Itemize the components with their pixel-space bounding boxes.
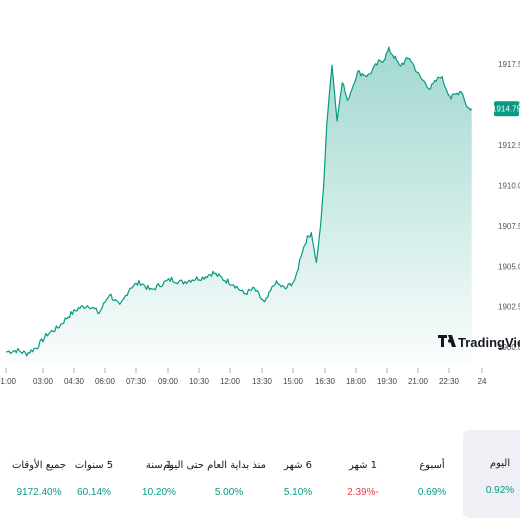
y-tick-label: 1907.50: [498, 222, 520, 231]
y-tick-label: 1917.50: [498, 60, 520, 69]
x-axis: 01:00 03:00 04:30 06:00 07:30 09:00 10:30 12:00…: [0, 368, 487, 386]
x-tick-label: 03:00: [33, 377, 54, 386]
period-2[interactable]: 1 شهر 2.39%-: [326, 432, 400, 512]
period-0[interactable]: اليوم 0.92%: [463, 430, 520, 518]
tradingview-logo-text: TradingView: [458, 335, 520, 350]
period-3[interactable]: 6 شهر 5.10%: [261, 432, 335, 512]
x-tick-label: 21:00: [408, 377, 429, 386]
period-change-value: 0.69%: [417, 487, 447, 498]
period-change-value: 9172.40%: [16, 487, 62, 498]
period-change-value: 5.00%: [214, 487, 244, 498]
period-7[interactable]: جميع الأوقات 9172.40%: [2, 432, 76, 512]
y-tick-label: 1910.00: [498, 182, 520, 191]
price-area-fill: [6, 47, 472, 365]
x-tick-label: 07:30: [126, 377, 147, 386]
period-5[interactable]: 1 سنة 10.20%: [122, 432, 196, 512]
period-change-value: 60.14%: [77, 487, 111, 498]
period-label: 5 سنوات: [74, 460, 114, 471]
period-label: جميع الأوقات: [11, 460, 67, 471]
x-tick-label: 24: [478, 377, 487, 386]
period-6[interactable]: 5 سنوات 60.14%: [57, 432, 131, 512]
period-label: 1 سنة: [145, 460, 173, 471]
x-tick-label: 10:30: [189, 377, 210, 386]
x-tick-label: 18:00: [346, 377, 367, 386]
y-tick-label: 1905.00: [498, 262, 520, 271]
current-price-label: 1914.75: [492, 105, 520, 114]
tradingview-logo-icon: [438, 335, 456, 347]
period-4[interactable]: منذ بداية العام حتى اليوم 5.00%: [163, 432, 266, 512]
period-change-value: 0.92%: [485, 485, 515, 496]
price-chart[interactable]: 1917.501915.001912.501910.001907.501905.…: [0, 0, 520, 400]
x-tick-label: 04:30: [64, 377, 85, 386]
x-tick-label: 06:00: [95, 377, 116, 386]
price-line: [5, 46, 473, 357]
period-label: أسبوع: [419, 460, 445, 471]
period-change-value: 10.20%: [142, 487, 176, 498]
period-1[interactable]: أسبوع 0.69%: [395, 432, 469, 512]
period-label: 6 شهر: [283, 460, 313, 471]
y-tick-label: 1900.00: [498, 343, 520, 352]
x-tick-label: 22:30: [439, 377, 460, 386]
performance-periods: اليوم 0.92% أسبوع 0.69% 1 شهر 2.39%- 6 شهر 5.10…: [0, 428, 520, 520]
y-tick-label: 1912.50: [498, 141, 520, 150]
period-label: 1 شهر: [348, 460, 378, 471]
x-tick-label: 19:30: [377, 377, 398, 386]
tradingview-logo: TradingView: [438, 335, 520, 350]
period-label: منذ بداية العام حتى اليوم: [163, 460, 266, 471]
x-tick-label: 15:00: [283, 377, 304, 386]
x-tick-label: 01:00: [0, 377, 17, 386]
x-tick-label: 16:30: [315, 377, 336, 386]
x-tick-label: 09:00: [158, 377, 179, 386]
current-price-tag: 1914.75: [492, 101, 520, 117]
period-change-value: 2.39%-: [347, 487, 379, 498]
period-change-value: 5.10%: [283, 487, 313, 498]
period-label: اليوم: [489, 458, 511, 469]
x-tick-label: 12:00: [220, 377, 241, 386]
x-tick-label: 13:30: [252, 377, 273, 386]
y-tick-label: 1902.50: [498, 303, 520, 312]
current-price-tag-bg: [494, 101, 519, 117]
